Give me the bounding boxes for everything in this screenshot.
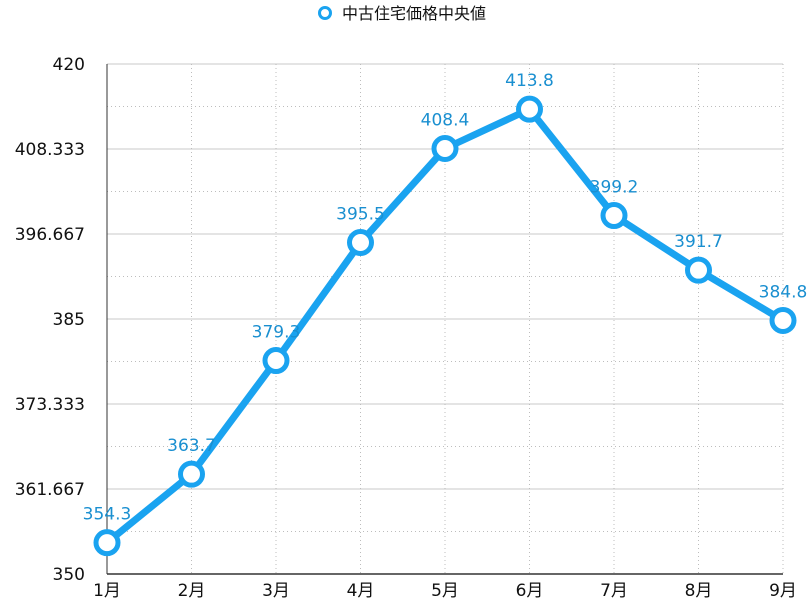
x-tick-label: 3月 [262,581,290,600]
data-label: 413.8 [505,71,554,91]
legend: 中古住宅価格中央値 [318,4,486,23]
x-axis-ticks: 1月 2月 3月 4月 5月 6月 7月 8月 9月 [93,581,797,600]
data-point [516,95,543,123]
data-labels: 354.3 363.7 379.3 395.5 408.4 413.8 399.2 391.7… [83,71,808,525]
legend-label: 中古住宅価格中央値 [342,4,486,23]
y-tick-label: 420 [53,55,85,75]
data-label: 384.8 [759,282,808,302]
data-point [600,202,628,230]
legend-marker [318,6,332,20]
y-axis-ticks: 350 361.667 373.333 385 396.667 408.333 420 [15,55,85,585]
data-label: 399.2 [590,178,639,198]
series-line [103,105,787,547]
series-layer [93,95,797,557]
data-point [93,529,121,557]
data-label: 395.5 [336,205,385,225]
data-point [685,256,712,284]
x-tick-label: 4月 [347,581,375,600]
y-tick-label: 373.333 [15,395,85,415]
data-point [347,229,374,256]
axes [106,64,783,575]
data-label: 363.7 [167,436,216,456]
data-point [769,306,797,334]
y-tick-label: 361.667 [15,480,85,500]
x-tick-label: 2月 [178,581,206,600]
data-label: 379.3 [252,323,301,343]
x-tick-label: 8月 [685,581,713,600]
y-tick-label: 408.333 [15,140,85,160]
x-tick-label: 6月 [516,581,544,600]
y-tick-label: 396.667 [15,225,85,245]
x-tick-label: 9月 [769,581,797,600]
data-label: 408.4 [421,111,470,131]
x-tick-label: 1月 [93,581,121,600]
x-tick-label: 7月 [600,581,628,600]
x-tick-label: 5月 [431,581,459,600]
y-tick-label: 385 [53,310,85,330]
data-label: 354.3 [83,505,132,525]
data-point [262,347,290,375]
data-point [431,135,459,163]
data-point [178,460,205,488]
y-tick-label: 350 [53,565,85,585]
data-label: 391.7 [674,232,723,252]
